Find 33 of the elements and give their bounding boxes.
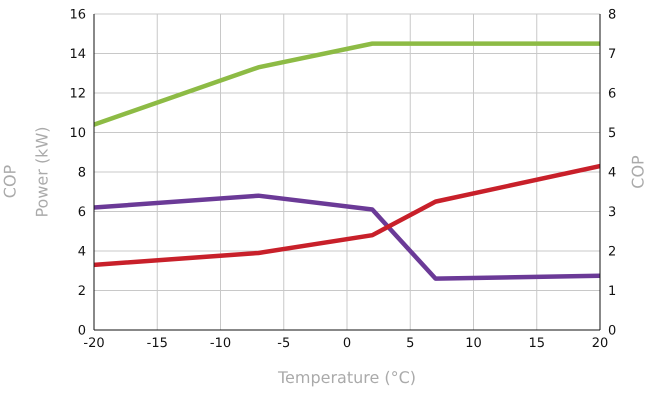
x-tick-label: 15: [528, 336, 546, 352]
y2-tick-label: 7: [608, 47, 616, 62]
y2-axis-title: COP: [628, 154, 648, 189]
y2-tick-label: 5: [608, 126, 616, 142]
y2-tick-label: 4: [608, 166, 616, 181]
x-tick-label: 5: [406, 336, 414, 352]
y2-tick-label: 0: [608, 324, 616, 339]
y2-tick-label: 8: [608, 8, 616, 23]
y2-tick-label: 1: [608, 284, 616, 300]
x-tick-label: 20: [592, 336, 608, 352]
y-tick-label: 16: [69, 8, 86, 23]
y-tick-label: 12: [69, 86, 86, 102]
y-tick-label: 0: [78, 324, 86, 339]
y2-tick-label: 2: [608, 244, 616, 260]
y-tick-label: 14: [69, 47, 86, 62]
x-tick-label: -5: [277, 336, 290, 352]
y-axis-title: Power (kW): [32, 126, 52, 218]
x-tick-label: 0: [342, 336, 352, 352]
text: COP: [0, 164, 20, 200]
y-tick-label: 6: [78, 205, 86, 220]
x-tick-label: -20: [83, 336, 105, 352]
x-tick-label: -15: [146, 336, 168, 352]
x-tick-label: -10: [210, 336, 232, 352]
y2-tick-label: 6: [608, 86, 616, 102]
y-tick-label: 2: [78, 284, 86, 300]
x-tick-label: 10: [465, 336, 482, 352]
line-series: [94, 164, 600, 268]
x-axis-title: Temperature (°C): [276, 368, 416, 387]
y-tick-label: 4: [78, 244, 86, 260]
y-tick-label: 10: [69, 126, 86, 142]
line-series: [94, 193, 600, 281]
y2-tick-label: 3: [608, 205, 616, 220]
y-tick-label: 8: [78, 166, 86, 181]
